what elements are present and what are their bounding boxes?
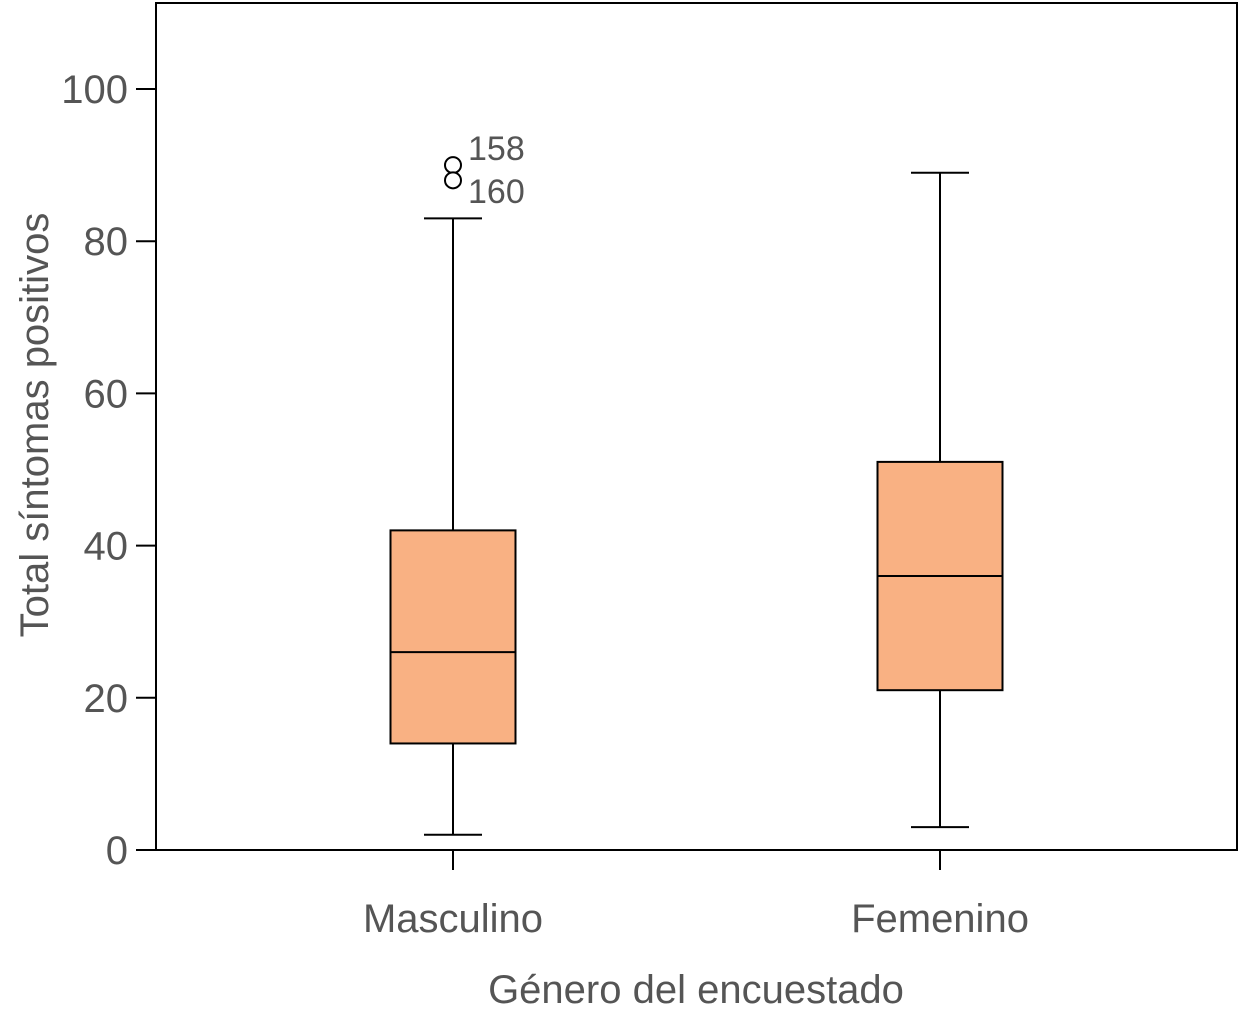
y-tick-label: 60 xyxy=(84,372,129,416)
y-tick-label: 80 xyxy=(84,220,129,264)
plot-frame xyxy=(155,2,1238,851)
outlier-label: 158 xyxy=(468,130,525,168)
y-tick-label: 40 xyxy=(84,525,129,569)
x-tick-label: Masculino xyxy=(363,897,543,941)
y-axis: 0 20 40 60 80 100 xyxy=(61,68,156,873)
outlier-point xyxy=(444,171,462,190)
boxes: Masculino 158 160 Femenino xyxy=(363,130,1029,941)
y-tick-label: 20 xyxy=(84,677,129,721)
outlier-point xyxy=(444,156,462,175)
box-masculino: Masculino 158 160 xyxy=(363,130,543,941)
iqr-box xyxy=(389,529,517,745)
box-femenino: Femenino xyxy=(851,171,1029,941)
y-tick-label: 0 xyxy=(106,829,128,873)
y-tick-label: 100 xyxy=(61,68,128,112)
x-tick-label: Femenino xyxy=(851,897,1029,941)
outlier-label: 160 xyxy=(468,173,525,211)
x-axis-label: Género del encuestado xyxy=(488,968,904,1012)
y-axis-label: Total síntomas positivos xyxy=(13,213,57,638)
